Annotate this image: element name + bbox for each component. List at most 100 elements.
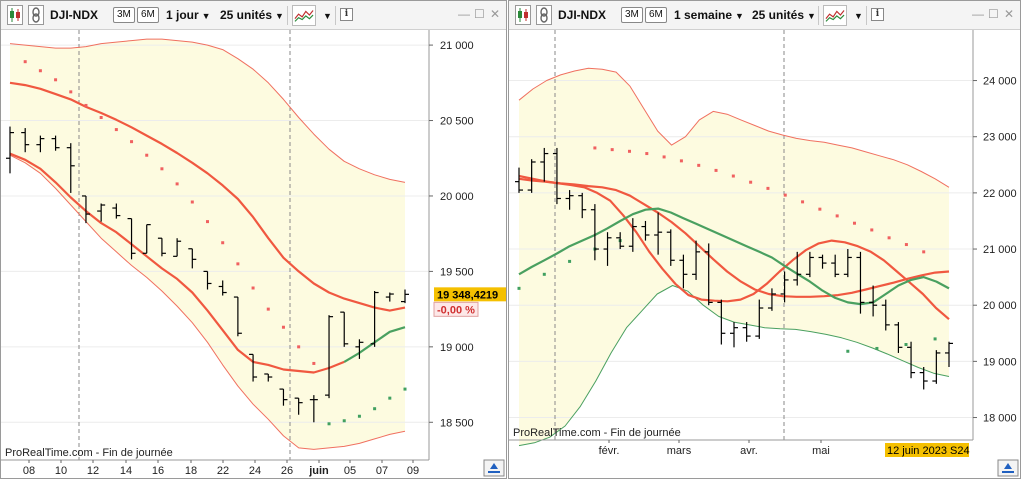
chart-toolbar: DJI-NDX 3M 6M 1 semaine ▼ 25 unités ▼ ▼ i … <box>509 1 1020 30</box>
period-select[interactable]: 1 semaine ▼ <box>674 8 744 22</box>
ohlc-bar <box>805 251 814 278</box>
sar-dot-red <box>904 243 908 247</box>
ohlc-bar <box>540 147 549 182</box>
minimize-icon[interactable]: — <box>972 7 984 21</box>
close-icon[interactable]: ✕ <box>490 7 501 21</box>
ohlc-bar <box>932 350 941 384</box>
scroll-to-end-button[interactable] <box>997 459 1019 477</box>
units-select[interactable]: 25 unités ▼ <box>752 8 816 22</box>
x-tick-label: mars <box>667 445 692 457</box>
sar-dot-red <box>190 200 194 204</box>
sar-dot-red <box>731 174 735 178</box>
toolbar-divider <box>866 6 867 25</box>
minimize-icon[interactable]: — <box>458 7 470 21</box>
link-icon[interactable] <box>536 5 552 25</box>
info-icon[interactable]: i <box>340 8 353 21</box>
ohlc-bar <box>793 251 802 286</box>
scroll-to-end-button[interactable] <box>483 459 505 477</box>
ohlc-bar <box>780 271 789 303</box>
x-tick-label: 22 <box>217 465 229 477</box>
source-label: ProRealTime.com - Fin de journée <box>5 447 173 459</box>
ohlc-bar <box>907 341 916 379</box>
ohlc-bar <box>81 195 90 224</box>
ohlc-bar <box>188 248 197 269</box>
indicators-dropdown[interactable]: ▼ <box>851 8 863 22</box>
ohlc-bar <box>309 395 318 423</box>
sar-dot-red <box>714 168 718 172</box>
ohlc-bar <box>894 322 903 353</box>
range-3m-button[interactable]: 3M <box>621 7 643 23</box>
ohlc-bar <box>97 203 106 222</box>
range-6m-button[interactable]: 6M <box>137 7 159 23</box>
sar-dot-red <box>870 228 874 232</box>
ohlc-bar <box>919 366 928 390</box>
ohlc-bar <box>578 192 587 219</box>
info-icon[interactable]: i <box>871 8 884 21</box>
indicators-icon[interactable] <box>823 5 847 26</box>
sar-dot-red <box>645 152 649 156</box>
ohlc-bar <box>36 135 45 153</box>
sar-dot-red <box>175 182 179 186</box>
ohlc-bar <box>654 212 663 255</box>
sar-dot-red <box>627 149 631 153</box>
sar-dot-green <box>403 387 407 391</box>
band-mid-line <box>518 174 950 298</box>
sar-dot-red <box>160 167 164 171</box>
ohlc-bar <box>51 135 60 151</box>
maximize-icon[interactable]: ☐ <box>988 7 999 21</box>
ticker-label[interactable]: DJI-NDX <box>50 8 99 22</box>
sar-dot-green <box>357 414 361 418</box>
price-chart[interactable]: 18 500 19 000 19 500 20 000 20 500 21 000 08 10… <box>1 30 507 479</box>
range-3m-button[interactable]: 3M <box>113 7 135 23</box>
link-icon[interactable] <box>28 5 44 25</box>
ohlc-bar <box>294 397 303 415</box>
sar-dot-red <box>99 116 103 120</box>
sar-dot-green <box>373 407 377 411</box>
x-tick-label: 26 <box>281 465 293 477</box>
ohlc-bar <box>6 126 14 174</box>
sar-dot-red <box>697 163 701 167</box>
green-avg-line <box>518 207 950 306</box>
y-tick-label: 20 500 <box>440 116 474 128</box>
period-select[interactable]: 1 jour ▼ <box>166 8 211 22</box>
ohlc-bar <box>843 249 852 278</box>
arrow-up-icon <box>1004 463 1012 469</box>
indicators-dropdown[interactable]: ▼ <box>320 8 332 22</box>
x-tick-label: 09 <box>407 465 419 477</box>
arrow-up-icon <box>490 463 498 469</box>
y-tick-label: 24 000 <box>983 76 1017 88</box>
sar-dot-red <box>69 90 73 94</box>
ohlc-bar <box>264 373 273 382</box>
chart-panel-weekly[interactable]: DJI-NDX 3M 6M 1 semaine ▼ 25 unités ▼ ▼ i … <box>508 0 1021 479</box>
chart-toolbar: DJI-NDX 3M 6M 1 jour ▼ 25 unités ▼ ▼ i — ☐… <box>1 1 506 30</box>
ohlc-bar <box>142 224 151 254</box>
units-select[interactable]: 25 unités ▼ <box>220 8 284 22</box>
ohlc-bar <box>679 254 688 289</box>
x-tick-label: févr. <box>599 445 620 457</box>
band-lower-line <box>9 154 406 450</box>
chart-panel-daily[interactable]: DJI-NDX 3M 6M 1 jour ▼ 25 unités ▼ ▼ i — ☐… <box>0 0 507 479</box>
ohlc-bar <box>704 243 713 306</box>
ohlc-bar <box>818 254 827 269</box>
source-label: ProRealTime.com - Fin de journée <box>513 427 681 439</box>
maximize-icon[interactable]: ☐ <box>474 7 485 21</box>
sar-dot-red <box>297 345 301 349</box>
baseline-icon <box>1002 471 1014 473</box>
sar-dot-red <box>679 159 683 163</box>
sar-dot-red <box>281 325 285 329</box>
sar-dot-red <box>887 236 891 240</box>
candlestick-icon[interactable] <box>7 5 23 25</box>
sar-dot-red <box>818 207 822 211</box>
sar-dot-green <box>342 419 346 423</box>
close-icon[interactable]: ✕ <box>1004 7 1015 21</box>
toolbar-divider <box>335 6 336 25</box>
ticker-label[interactable]: DJI-NDX <box>558 8 607 22</box>
range-6m-button[interactable]: 6M <box>645 7 667 23</box>
sar-dot-red <box>251 286 255 290</box>
ohlc-bar <box>666 229 675 266</box>
y-tick-label: 22 000 <box>983 188 1017 200</box>
sar-dot-green <box>517 286 521 290</box>
price-chart[interactable]: 18 000 19 000 20 000 21 000 22 000 23 000 24 0… <box>509 30 1021 479</box>
candlestick-icon[interactable] <box>515 5 531 25</box>
indicators-icon[interactable] <box>292 5 316 26</box>
